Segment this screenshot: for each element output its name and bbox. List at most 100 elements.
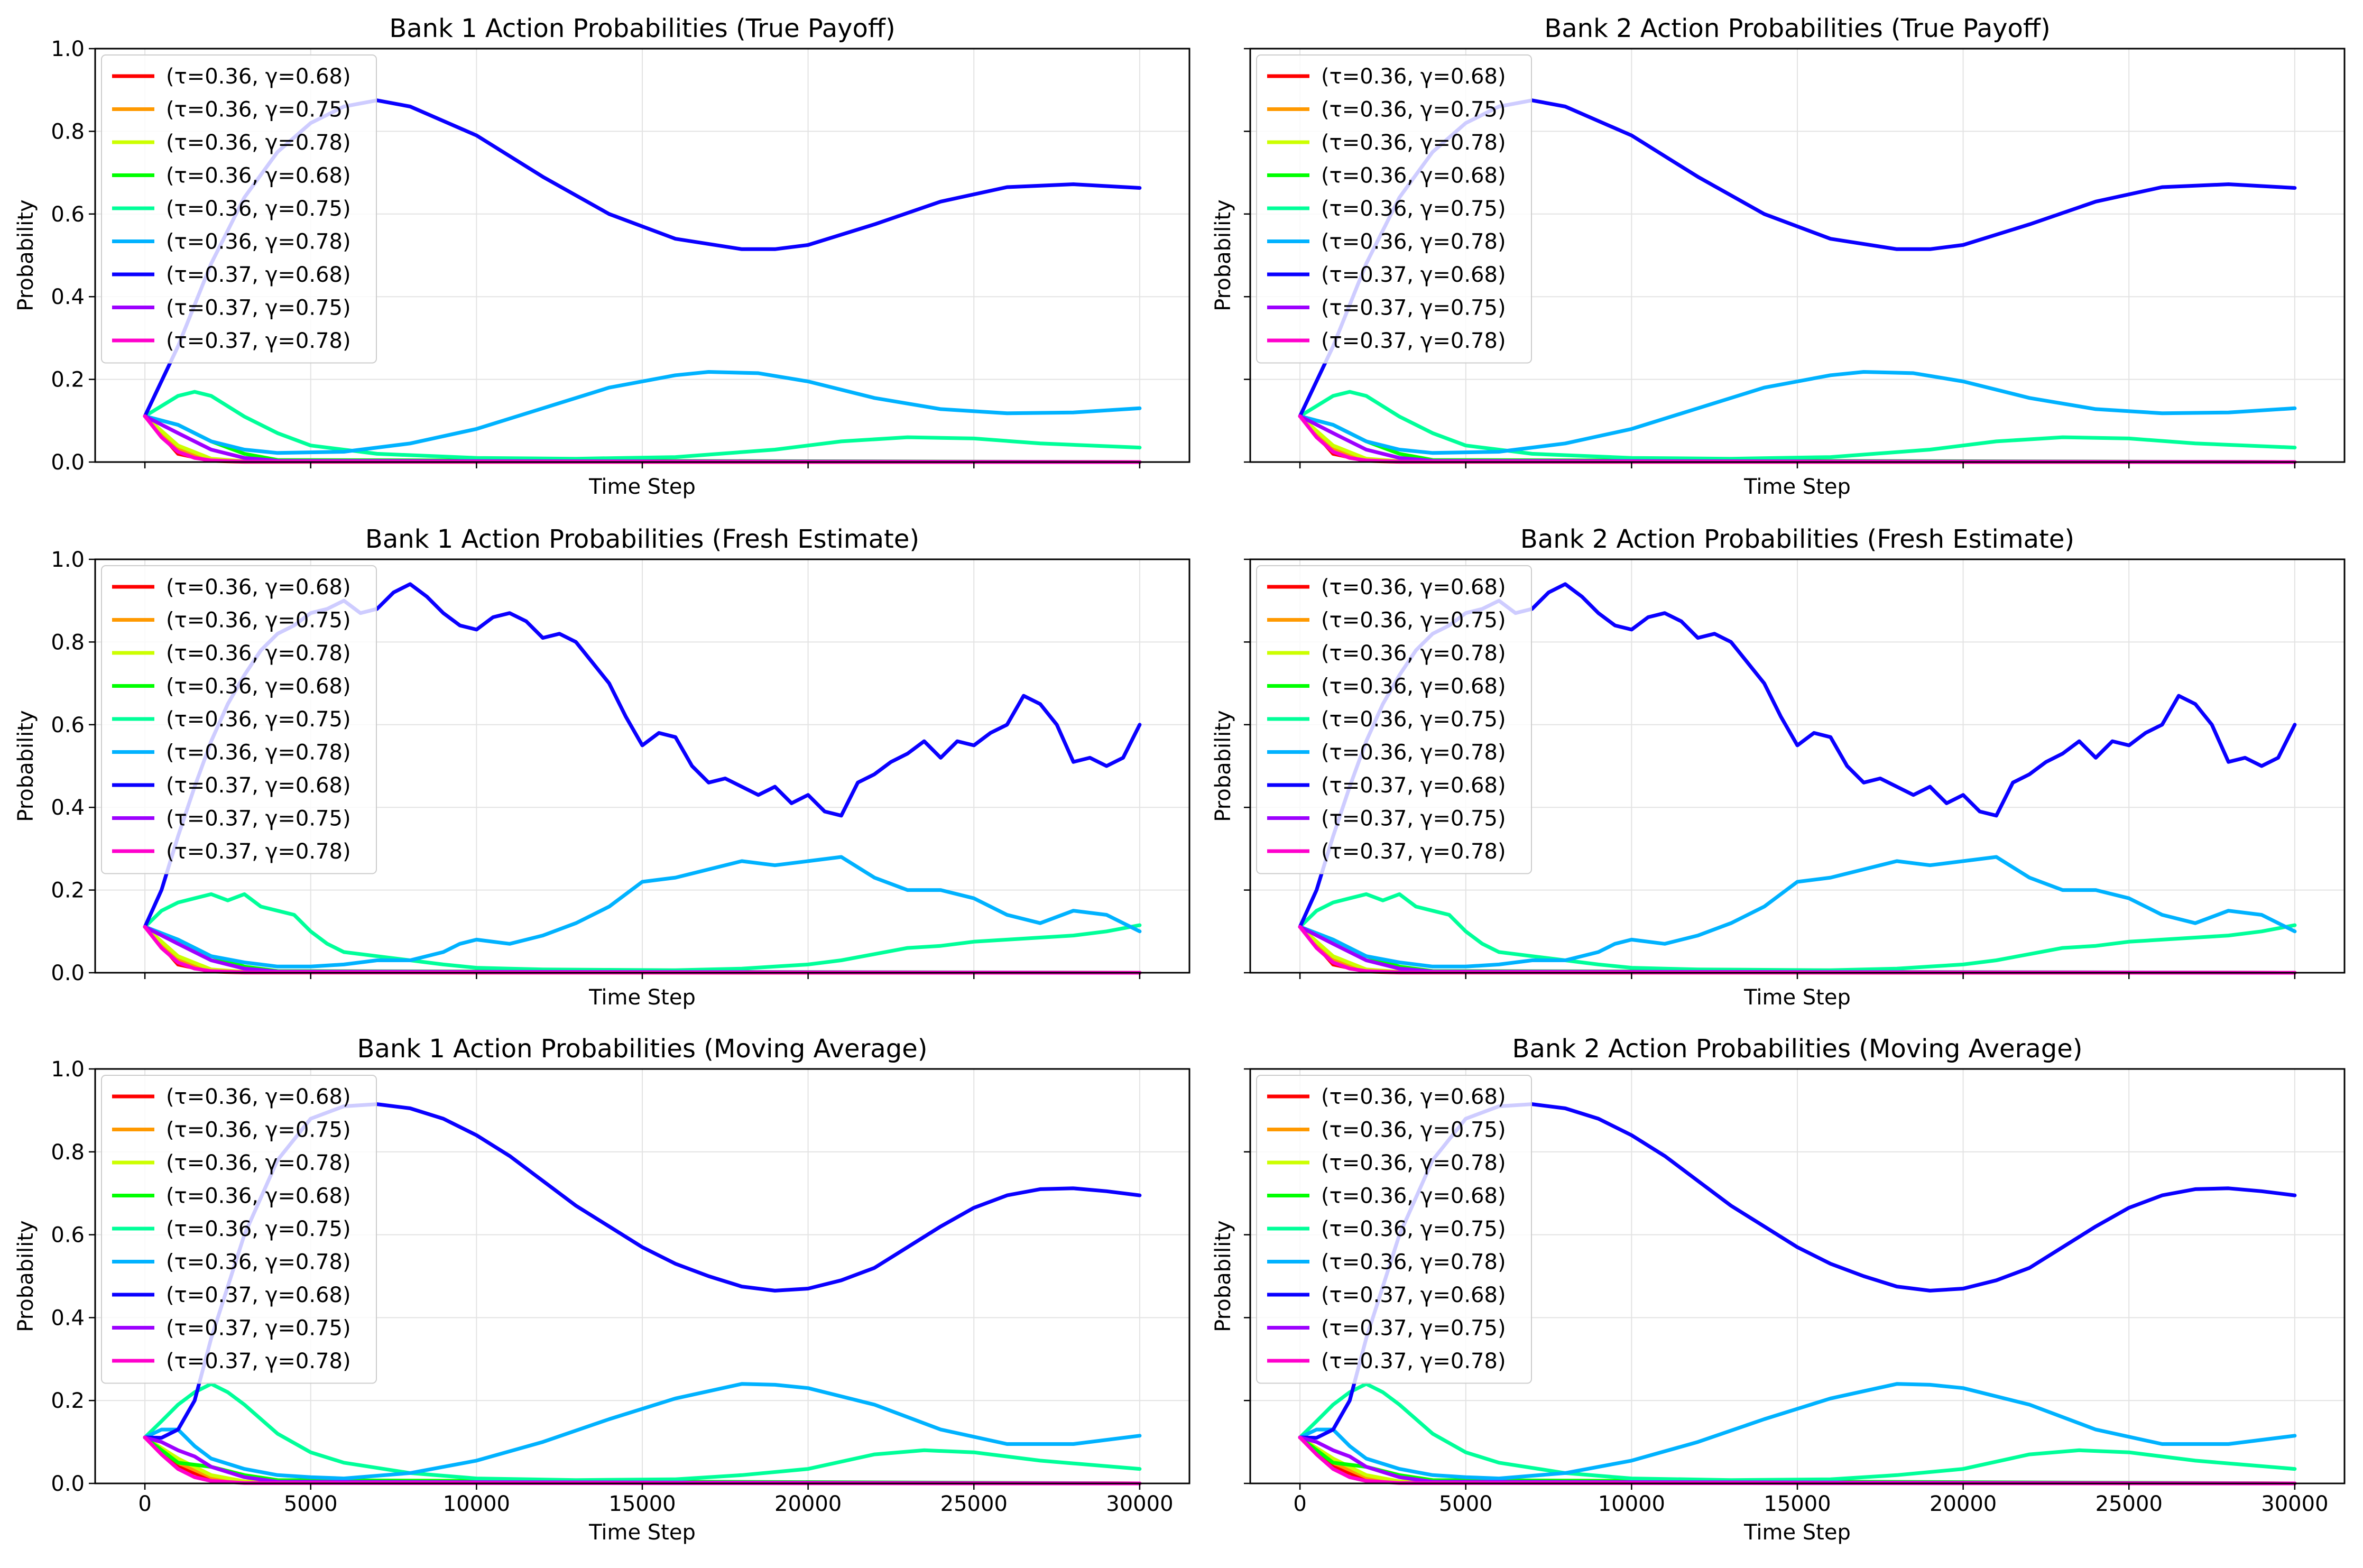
legend: (τ=0.36, γ=0.68) (τ=0.36, γ=0.75) (τ=0.36,… <box>101 565 377 874</box>
legend-label: (τ=0.36, γ=0.68) <box>166 164 351 188</box>
legend-label: (τ=0.37, γ=0.75) <box>166 807 351 831</box>
x-tick-label: 0 <box>138 1492 151 1516</box>
chart-panel-2: Bank 2 Action Probabilities (True Payoff… <box>1211 14 2346 499</box>
legend: (τ=0.36, γ=0.68) (τ=0.36, γ=0.75) (τ=0.36,… <box>1256 54 1532 364</box>
y-tick-label: 0.2 <box>51 879 85 903</box>
x-tick-label: 5000 <box>1439 1492 1493 1516</box>
legend-label: (τ=0.36, γ=0.68) <box>166 1184 351 1209</box>
y-tick-label: 0.6 <box>51 1223 85 1248</box>
y-tick-label: 0.4 <box>51 285 85 309</box>
legend-box <box>101 1075 377 1384</box>
legend-label: (τ=0.36, γ=0.75) <box>166 197 351 221</box>
legend-label: (τ=0.37, γ=0.78) <box>1321 1349 1506 1373</box>
x-axis-label: Time Step <box>1743 475 1851 499</box>
chart-panel-4: Bank 2 Action Probabilities (Fresh Estim… <box>1211 524 2346 1010</box>
chart-panel-1: 0.0 0.2 0.4 0.6 0.8 1.0 Bank 1 Action Probabil… <box>14 14 1190 499</box>
y-tick-label: 1.0 <box>51 37 85 61</box>
legend-label: (τ=0.36, γ=0.78) <box>1321 1250 1506 1275</box>
x-tick-label: 5000 <box>284 1492 338 1516</box>
legend-label: (τ=0.36, γ=0.75) <box>166 98 351 122</box>
legend-label: (τ=0.36, γ=0.78) <box>166 1151 351 1175</box>
legend-label: (τ=0.36, γ=0.78) <box>166 230 351 254</box>
series-line-5 <box>143 390 1142 461</box>
x-axis-label: Time Step <box>1743 985 1851 1010</box>
y-tick-label: 0.2 <box>51 368 85 392</box>
x-axis-label: Time Step <box>588 475 696 499</box>
legend: (τ=0.36, γ=0.68) (τ=0.36, γ=0.75) (τ=0.36,… <box>101 54 377 364</box>
legend-label: (τ=0.36, γ=0.75) <box>166 1118 351 1142</box>
series-line-5 <box>143 892 1142 972</box>
y-tick-label: 0.8 <box>51 119 85 144</box>
legend-label: (τ=0.37, γ=0.75) <box>166 296 351 320</box>
series-line-6 <box>143 855 1142 969</box>
legend-label: (τ=0.36, γ=0.78) <box>1321 230 1506 254</box>
legend-label: (τ=0.37, γ=0.75) <box>166 1316 351 1341</box>
legend-box <box>1256 565 1532 874</box>
x-tick-label: 15000 <box>608 1492 676 1516</box>
y-tick-label: 0.8 <box>51 630 85 654</box>
legend-box <box>1256 1075 1532 1384</box>
legend-label: (τ=0.36, γ=0.75) <box>166 1217 351 1241</box>
legend-label: (τ=0.36, γ=0.68) <box>166 675 351 699</box>
y-tick-label: 0.2 <box>51 1389 85 1413</box>
x-tick-label: 20000 <box>774 1492 842 1516</box>
x-tick-label: 20000 <box>1930 1492 1997 1516</box>
legend: (τ=0.36, γ=0.68) (τ=0.36, γ=0.75) (τ=0.36,… <box>1256 565 1532 874</box>
legend-label: (τ=0.36, γ=0.78) <box>166 1250 351 1275</box>
legend-label: (τ=0.36, γ=0.78) <box>166 641 351 666</box>
legend-label: (τ=0.36, γ=0.78) <box>1321 641 1506 666</box>
legend-box <box>101 565 377 874</box>
legend-label: (τ=0.36, γ=0.75) <box>1321 98 1506 122</box>
legend-label: (τ=0.36, γ=0.68) <box>1321 1184 1506 1209</box>
x-tick-label: 30000 <box>1106 1492 1173 1516</box>
legend-label: (τ=0.36, γ=0.75) <box>1321 1118 1506 1142</box>
series-line-6 <box>143 1382 1142 1481</box>
y-tick-label: 0.4 <box>51 796 85 820</box>
x-tick-label: 30000 <box>2261 1492 2328 1516</box>
legend-label: (τ=0.36, γ=0.75) <box>166 707 351 732</box>
legend-label: (τ=0.36, γ=0.68) <box>166 1085 351 1109</box>
series-line-6 <box>143 370 1142 455</box>
y-axis-label: Probability <box>1211 710 1235 822</box>
legend-label: (τ=0.36, γ=0.75) <box>1321 1217 1506 1241</box>
legend-label: (τ=0.36, γ=0.78) <box>1321 131 1506 155</box>
legend-label: (τ=0.36, γ=0.78) <box>1321 1151 1506 1175</box>
chart-title: Bank 2 Action Probabilities (Moving Aver… <box>1512 1034 2083 1064</box>
chart-panel-6: 0 5000 10000 15000 20000 25000 30000 Bank 2 Act… <box>1211 1034 2346 1545</box>
legend: (τ=0.36, γ=0.68) (τ=0.36, γ=0.75) (τ=0.36,… <box>1256 1075 1532 1384</box>
legend-label: (τ=0.36, γ=0.75) <box>166 608 351 633</box>
y-axis-label: Probability <box>14 710 38 822</box>
series-line-6 <box>1298 855 2297 969</box>
y-tick-label: 1.0 <box>51 1057 85 1082</box>
legend-label: (τ=0.36, γ=0.68) <box>1321 64 1506 89</box>
x-tick-label: 0 <box>1293 1492 1306 1516</box>
series-line-6 <box>1298 370 2297 455</box>
chart-title: Bank 2 Action Probabilities (True Payoff… <box>1544 14 2050 43</box>
legend-label: (τ=0.37, γ=0.78) <box>166 329 351 353</box>
legend-label: (τ=0.36, γ=0.75) <box>1321 608 1506 633</box>
x-axis-label: Time Step <box>588 1520 696 1545</box>
y-axis-label: Probability <box>14 199 38 311</box>
y-tick-label: 0.0 <box>51 961 85 985</box>
x-tick-label: 15000 <box>1764 1492 1831 1516</box>
legend-label: (τ=0.36, γ=0.78) <box>166 131 351 155</box>
chart-title: Bank 1 Action Probabilities (Fresh Estim… <box>365 524 919 554</box>
legend-label: (τ=0.37, γ=0.68) <box>1321 263 1506 287</box>
legend-label: (τ=0.36, γ=0.68) <box>1321 164 1506 188</box>
chart-title: Bank 1 Action Probabilities (Moving Aver… <box>357 1034 928 1064</box>
y-tick-label: 0.0 <box>51 450 85 475</box>
series-line-8 <box>1298 1435 2297 1486</box>
y-axis-label: Probability <box>14 1220 38 1332</box>
legend-label: (τ=0.37, γ=0.75) <box>1321 807 1506 831</box>
legend-box <box>1256 54 1532 364</box>
y-tick-label: 0.0 <box>51 1472 85 1496</box>
legend-label: (τ=0.36, γ=0.68) <box>1321 675 1506 699</box>
y-axis-label: Probability <box>1211 199 1235 311</box>
legend-box <box>101 54 377 364</box>
chart-panel-5: 0 5000 10000 15000 20000 25000 30000 0.0 0.2 0.4 0… <box>14 1034 1190 1545</box>
series-line-5 <box>1298 892 2297 972</box>
legend-label: (τ=0.36, γ=0.78) <box>166 741 351 765</box>
legend-label: (τ=0.37, γ=0.78) <box>1321 840 1506 864</box>
legend-label: (τ=0.37, γ=0.75) <box>1321 296 1506 320</box>
